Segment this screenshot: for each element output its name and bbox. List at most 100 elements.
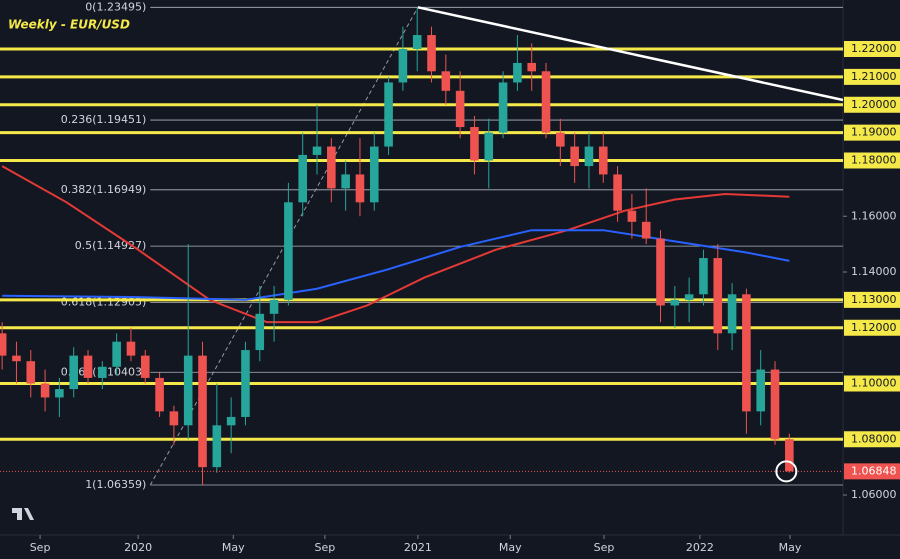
candle-body [398, 49, 408, 83]
candle-body [155, 377, 164, 412]
price-label-box [844, 68, 900, 85]
y-tick-label: 1.14000 [851, 265, 897, 278]
candle-body [727, 294, 737, 334]
chart-title: Weekly - EUR/USD [8, 18, 130, 32]
candle-body [641, 221, 651, 239]
candle-body [484, 132, 494, 161]
y-tick-label: 1.10000 [851, 377, 897, 390]
candle-body [770, 369, 780, 440]
candle-body [298, 154, 308, 203]
candle-body [241, 350, 250, 417]
price-label-box [844, 124, 900, 141]
candle-body [369, 146, 379, 203]
candle-body [69, 355, 79, 390]
candle-body [613, 174, 622, 211]
y-tick-label: 1.19000 [851, 126, 897, 139]
moving-average [2, 229, 790, 301]
logo-mark [12, 508, 34, 520]
x-tick-label: 2020 [124, 541, 152, 554]
candle-body [427, 35, 436, 72]
candle-body [684, 294, 694, 300]
price-label-box [844, 41, 900, 58]
candle-body [713, 258, 723, 334]
y-tick-label: 1.06000 [851, 488, 897, 501]
y-tick-label: 1.12000 [851, 321, 897, 334]
x-tick-label: May [499, 541, 522, 554]
candle-body [384, 82, 393, 147]
price-label-box [844, 431, 900, 448]
fib-label: 1(1.06359) [85, 478, 146, 491]
last-price-box [844, 463, 900, 480]
x-tick-label: 2022 [686, 541, 714, 554]
candle-body [26, 361, 36, 384]
x-tick-label: May [222, 541, 245, 554]
candle-body [284, 202, 293, 300]
candle-body [656, 238, 665, 306]
candle-body [169, 411, 179, 426]
candle-body [556, 132, 565, 147]
candle-body [341, 174, 350, 189]
last-price-marker [775, 460, 798, 483]
y-tick-label: 1.20000 [851, 98, 897, 111]
candle-body [498, 82, 508, 133]
price-label-box [844, 319, 900, 336]
candle-body [327, 146, 336, 189]
candle-body [541, 71, 551, 133]
candle-body [312, 146, 322, 155]
candle-body [98, 366, 107, 378]
x-tick-label: Sep [594, 541, 615, 554]
candle-body [0, 333, 7, 356]
candle-body [126, 341, 136, 356]
candle-body [83, 355, 93, 378]
candle-body [441, 71, 451, 91]
x-tick-label: 2021 [404, 541, 432, 554]
candle-body [584, 146, 594, 167]
candle-body [470, 127, 479, 161]
price-label-box [844, 291, 900, 308]
y-tick-label: 1.08000 [851, 432, 897, 445]
fib-label: 0.236(1.19451) [61, 113, 147, 126]
candle-body [355, 174, 365, 203]
candle-body [627, 210, 637, 222]
candle-body [40, 383, 50, 398]
candle-body [455, 90, 465, 128]
candle-body [699, 258, 708, 295]
candle-body [255, 313, 265, 351]
moving-average [1, 165, 790, 324]
candle-body [55, 389, 64, 398]
candle-body [742, 294, 751, 412]
candle-body [756, 369, 765, 412]
price-label-box [844, 152, 900, 169]
trendline [417, 6, 844, 102]
candle-body [412, 35, 422, 50]
price-label-box [844, 375, 900, 392]
y-tick-label: 1.16000 [851, 209, 897, 222]
candle-body [140, 355, 150, 378]
candle-body [570, 146, 579, 167]
x-tick-label: Sep [30, 541, 51, 554]
candle-body [598, 146, 608, 175]
candle-body [112, 341, 121, 367]
candle-body [269, 299, 279, 314]
y-tick-label: 1.18000 [851, 154, 897, 167]
price-label-box [844, 96, 900, 113]
candle-body [198, 355, 207, 468]
candle-body [226, 416, 236, 426]
y-tick-label: 1.13000 [851, 293, 897, 306]
last-price-label: 1.06848 [851, 464, 897, 477]
candle-body [183, 355, 193, 426]
x-tick-label: May [779, 541, 802, 554]
candle-body [785, 439, 794, 472]
candle-body [670, 299, 680, 306]
x-tick-label: Sep [315, 541, 336, 554]
logo [12, 508, 34, 520]
y-tick-label: 1.21000 [851, 70, 897, 83]
fib-label: 0.382(1.16949) [61, 183, 147, 196]
y-tick-label: 1.22000 [851, 42, 897, 55]
candle-body [12, 355, 21, 362]
candle-body [513, 62, 522, 83]
candle-body [527, 62, 536, 72]
